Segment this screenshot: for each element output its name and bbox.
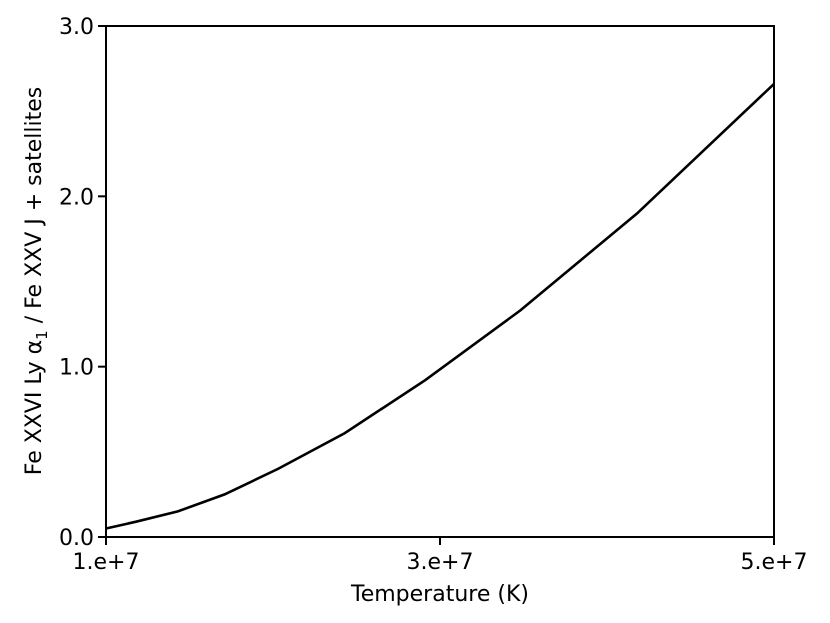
ticks-layer: 1.e+7 3.e+7 5.e+7 0.0 1.0 2.0 3.0 xyxy=(59,15,807,575)
x-tick-label: 1.e+7 xyxy=(73,550,140,575)
y-tick-label: 0.0 xyxy=(59,526,94,551)
x-axis-label: Temperature (K) xyxy=(350,582,529,607)
x-tick-label: 5.e+7 xyxy=(741,550,808,575)
y-tick-label: 3.0 xyxy=(59,15,94,40)
y-tick-label: 1.0 xyxy=(59,356,94,381)
plot-frame xyxy=(105,25,775,538)
y-axis-label-main: Fe XXVI Ly α xyxy=(22,340,47,475)
y-axis-label: Fe XXVI Ly α1 / Fe XXV J + satellites xyxy=(22,87,51,476)
y-axis-label-rest: / Fe XXV J + satellites xyxy=(22,87,47,331)
series-line xyxy=(105,82,775,530)
y-tick-label: 2.0 xyxy=(59,185,94,210)
y-axis-label-subscript: 1 xyxy=(33,330,51,340)
x-tick-label: 3.e+7 xyxy=(407,550,474,575)
